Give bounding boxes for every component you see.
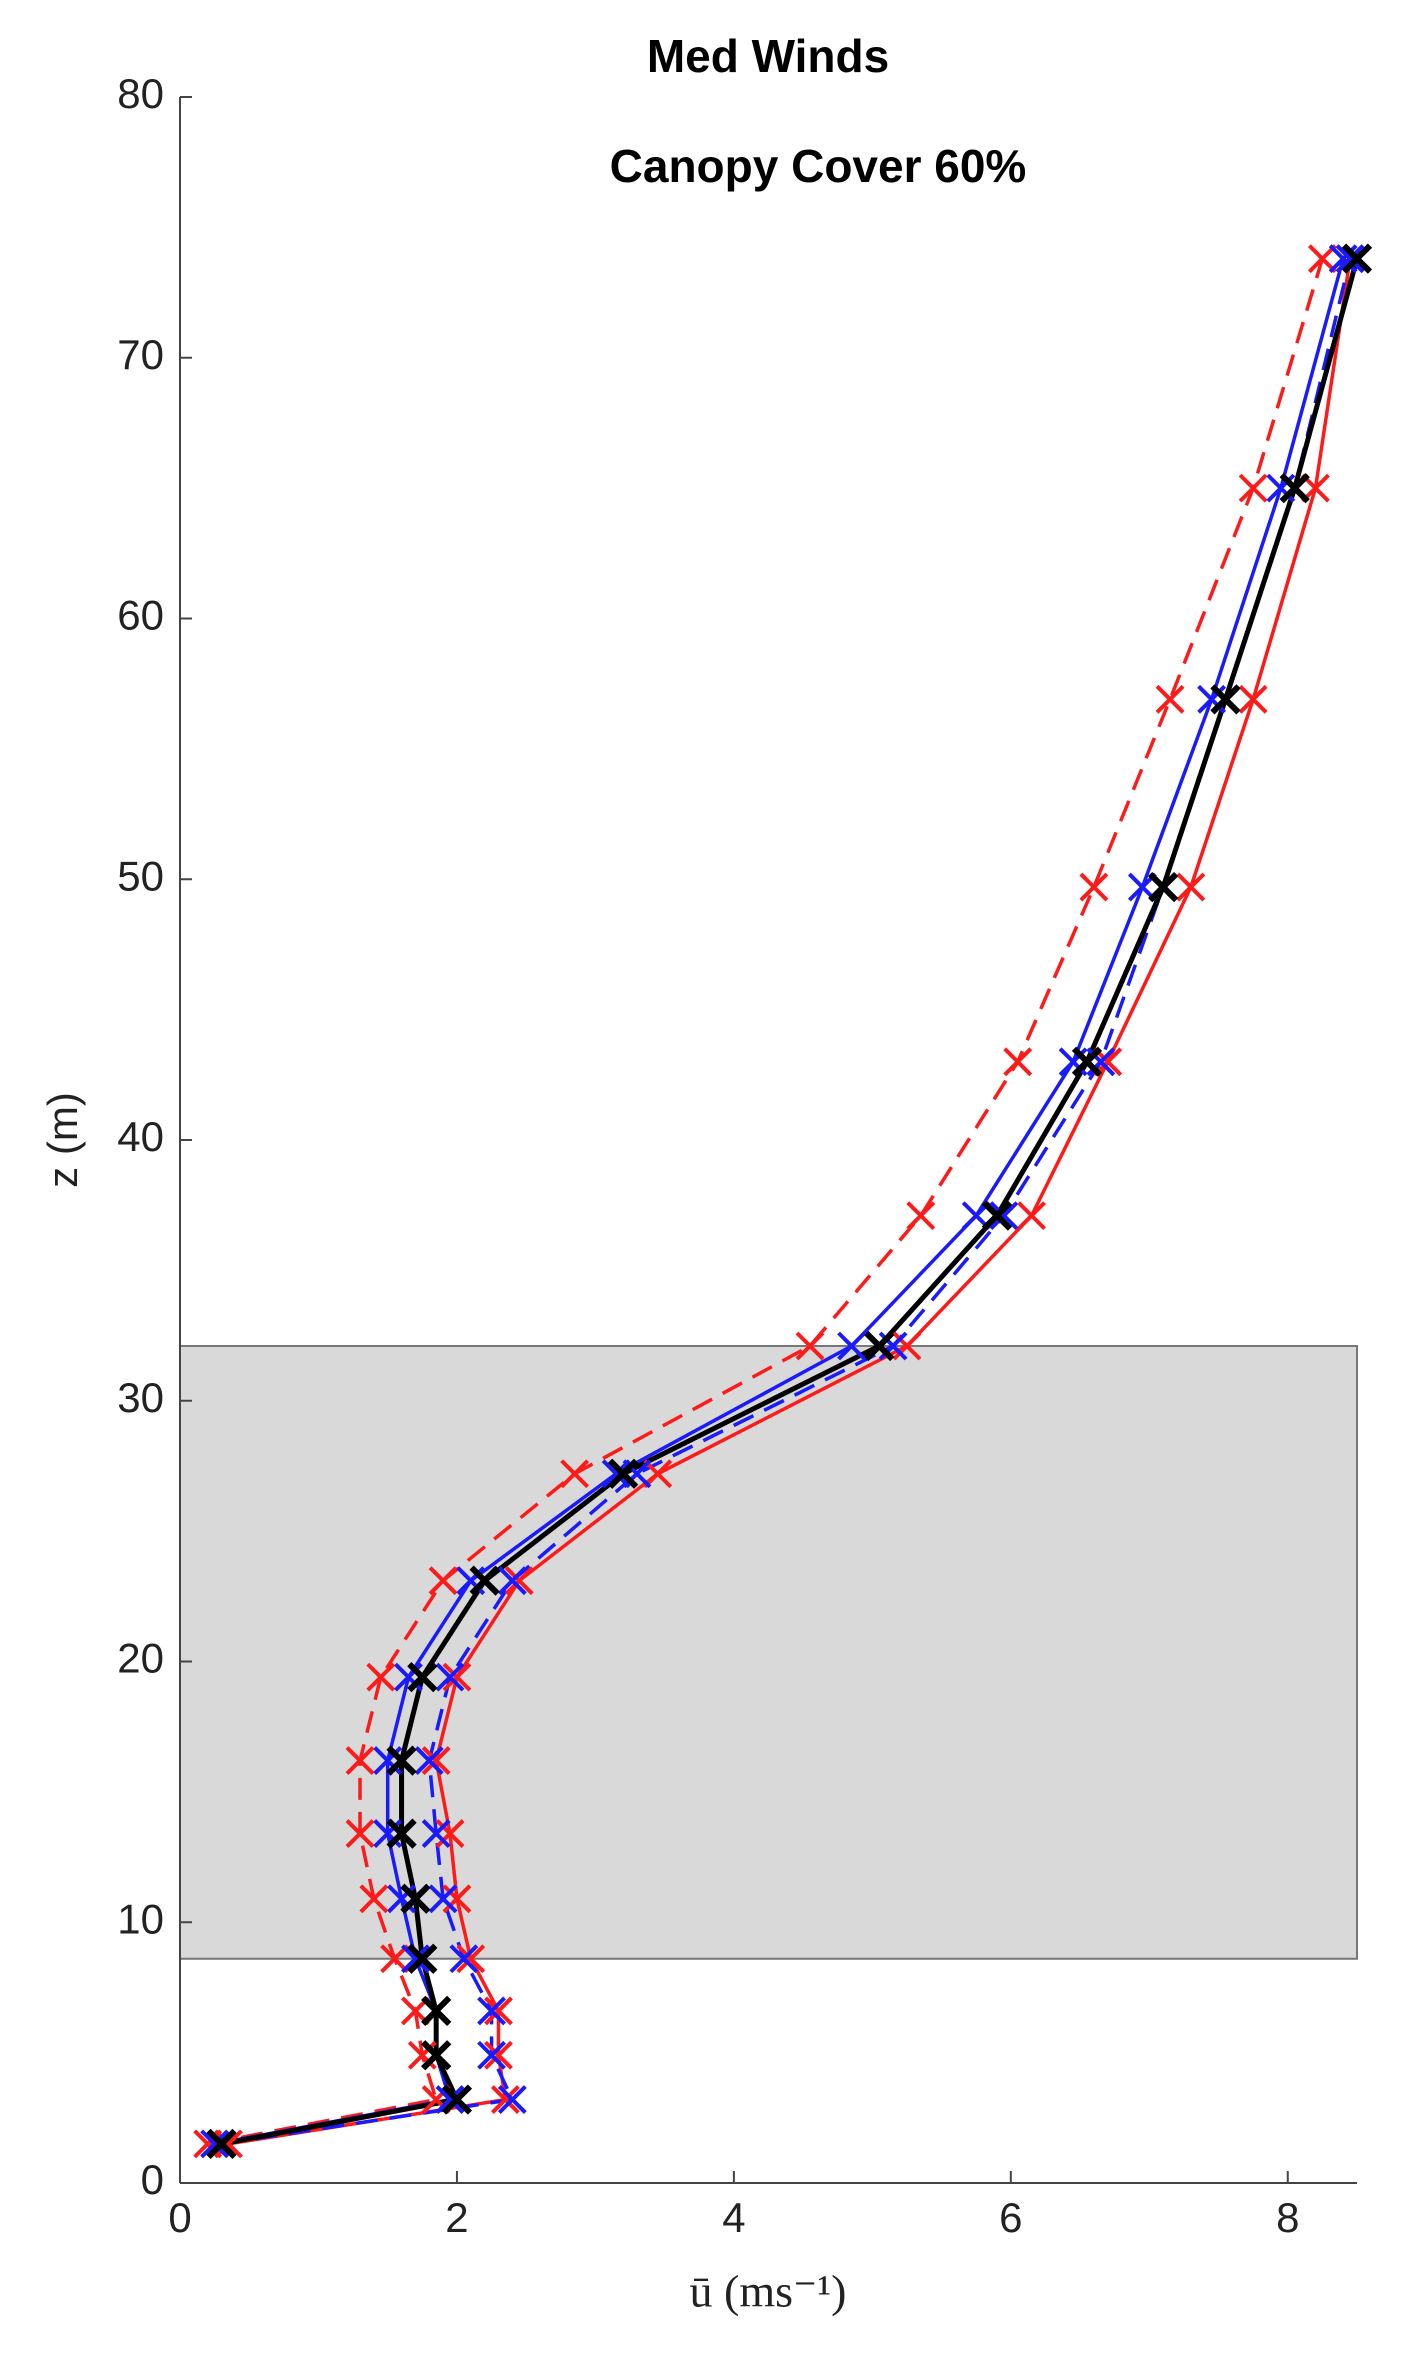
marker (1176, 872, 1206, 902)
marker (435, 1662, 465, 1692)
marker (1266, 473, 1296, 503)
marker (1238, 473, 1268, 503)
marker (864, 1330, 895, 1362)
marker (477, 2040, 506, 2070)
y-tick-label: 60 (117, 592, 164, 639)
marker (1238, 684, 1268, 714)
marker (601, 1459, 631, 1489)
marker (607, 1458, 639, 1489)
marker (1148, 871, 1179, 903)
marker (414, 1746, 444, 1775)
y-tick-label: 70 (117, 331, 164, 378)
marker (892, 1331, 922, 1361)
marker (1017, 1201, 1047, 1231)
marker (1210, 684, 1241, 715)
marker (421, 1819, 451, 1849)
marker (366, 1662, 396, 1692)
marker (345, 1819, 375, 1849)
marker (442, 1884, 472, 1914)
marker (1058, 1047, 1088, 1077)
chart-subtitle: Canopy Cover 60% (610, 140, 1027, 192)
marker (560, 1459, 590, 1489)
marker (442, 1662, 472, 1692)
marker (428, 1884, 458, 1914)
marker (490, 2085, 520, 2114)
chart-title: Med Winds (647, 30, 889, 82)
x-tick-label: 8 (1276, 2194, 1299, 2241)
marker (421, 2040, 452, 2071)
y-tick-label: 80 (117, 70, 164, 117)
marker (504, 1566, 534, 1596)
marker (456, 1944, 486, 1974)
marker (484, 2040, 513, 2070)
marker (214, 2129, 243, 2159)
marker (449, 1944, 479, 1974)
marker (441, 2084, 473, 2115)
marker (1155, 684, 1185, 714)
marker (837, 1331, 866, 1361)
marker (200, 2129, 230, 2159)
marker (1341, 243, 1373, 274)
x-tick-label: 2 (445, 2194, 468, 2241)
marker (1071, 1046, 1103, 1077)
x-tick-label: 4 (722, 2194, 745, 2241)
y-tick-label: 0 (141, 2156, 164, 2203)
marker (497, 1566, 527, 1596)
y-axis-label: z (m) (39, 1092, 86, 1188)
marker (906, 1201, 936, 1231)
y-tick-label: 40 (117, 1113, 164, 1160)
marker (421, 1746, 451, 1775)
marker (435, 1819, 465, 1849)
marker (1197, 684, 1227, 714)
marker (1335, 244, 1365, 274)
series-line (221, 258, 1360, 2147)
canopy-shade (179, 1344, 1358, 1960)
marker (386, 1745, 417, 1776)
marker (477, 1996, 506, 2026)
y-tick-label: 20 (117, 1635, 164, 1682)
y-tick-label: 30 (117, 1374, 164, 1421)
marker (400, 1944, 430, 1974)
marker (497, 2085, 527, 2114)
marker (1279, 473, 1310, 504)
marker (407, 1943, 438, 1974)
marker (400, 1883, 431, 1914)
series-line (207, 258, 1325, 2146)
marker (989, 1201, 1019, 1231)
marker (795, 1331, 825, 1361)
marker (380, 1944, 410, 1974)
plot-area (193, 243, 1373, 2160)
x-tick-label: 6 (999, 2194, 1022, 2241)
y-tick-label: 50 (117, 852, 164, 899)
x-axis-label: ū (ms⁻¹) (690, 2266, 847, 2317)
marker (359, 1884, 389, 1914)
marker (1307, 244, 1337, 274)
marker (206, 2128, 237, 2160)
marker (1079, 872, 1109, 902)
marker (428, 1566, 458, 1596)
marker (345, 1746, 375, 1775)
marker (981, 1200, 1013, 1231)
marker (421, 1995, 452, 2027)
marker (435, 2085, 465, 2114)
marker (484, 1996, 513, 2026)
marker (407, 1662, 438, 1693)
y-tick-label: 10 (117, 1895, 164, 1942)
marker (386, 1818, 417, 1849)
marker (469, 1565, 500, 1596)
marker (643, 1459, 673, 1489)
x-tick-label: 0 (168, 2194, 191, 2241)
marker (1003, 1047, 1033, 1077)
